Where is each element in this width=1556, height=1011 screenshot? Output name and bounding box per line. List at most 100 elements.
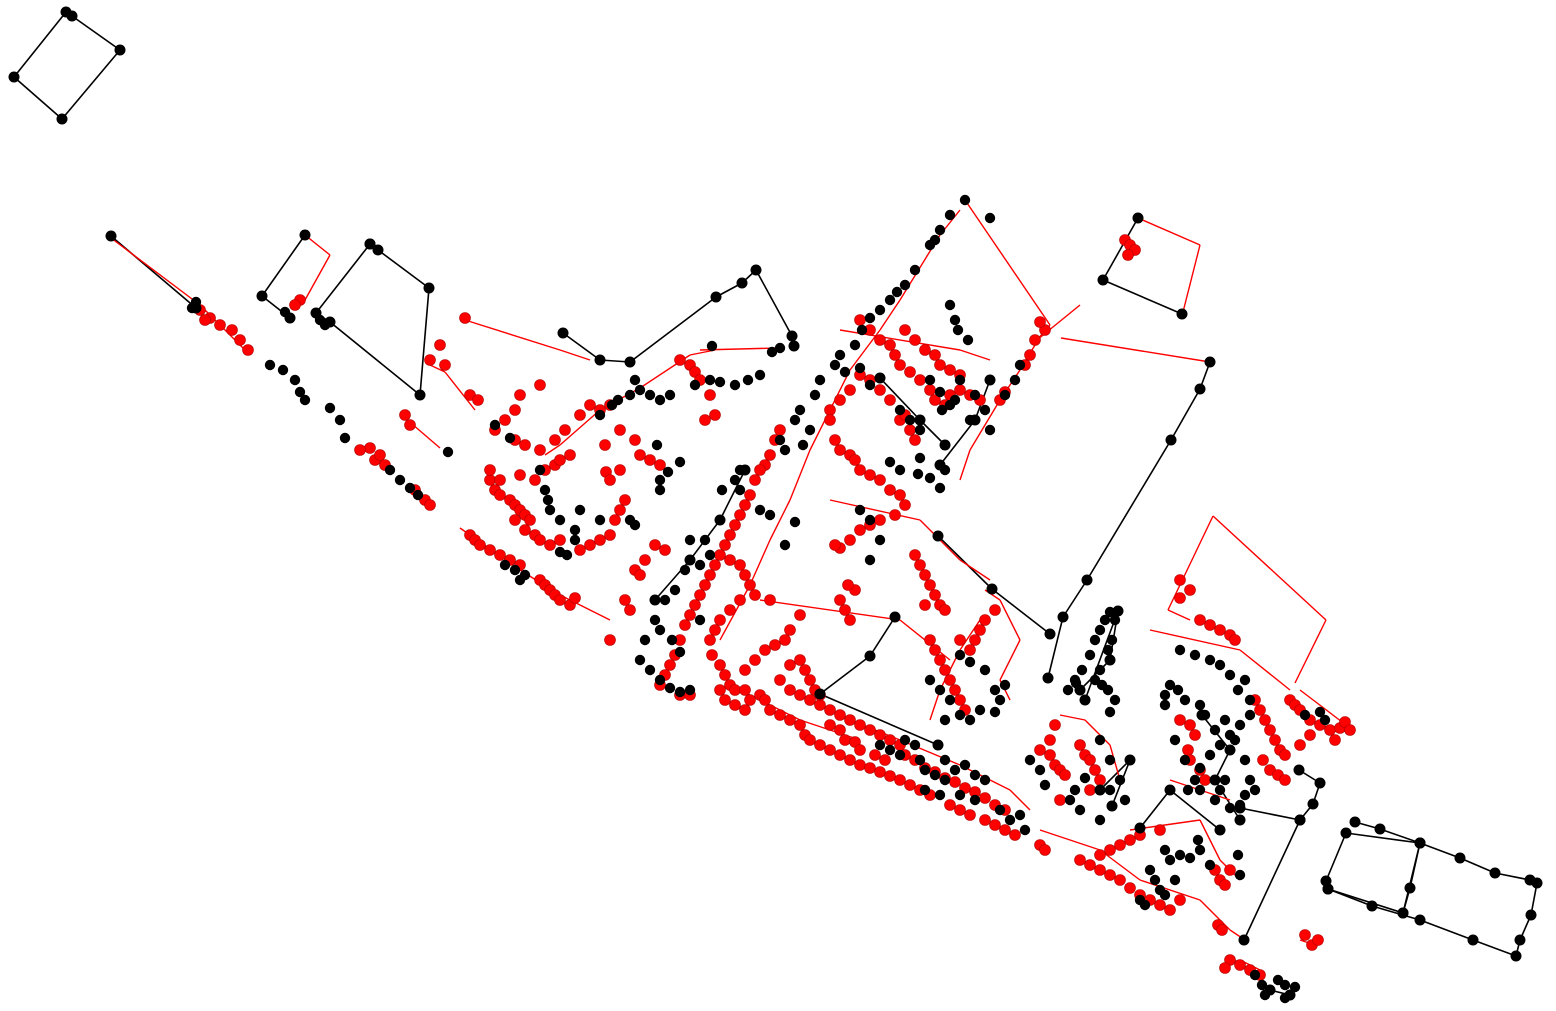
black-node bbox=[736, 277, 748, 289]
black-node bbox=[8, 71, 20, 83]
black-node bbox=[542, 494, 554, 506]
black-node bbox=[509, 564, 521, 576]
red-node bbox=[554, 454, 566, 466]
black-node bbox=[884, 294, 896, 306]
black-node bbox=[924, 674, 936, 686]
red-node bbox=[1164, 904, 1176, 916]
black-node bbox=[1089, 634, 1101, 646]
red-node bbox=[534, 534, 546, 546]
black-edge bbox=[879, 377, 921, 421]
red-node bbox=[614, 424, 626, 436]
black-node bbox=[1194, 762, 1206, 774]
black-node bbox=[1239, 789, 1251, 801]
black-node bbox=[919, 784, 931, 796]
red-edge bbox=[769, 499, 791, 541]
black-node bbox=[1062, 684, 1074, 696]
black-node bbox=[864, 514, 876, 526]
black-node bbox=[669, 584, 681, 596]
black-node bbox=[1159, 889, 1171, 901]
red-edge bbox=[829, 499, 921, 521]
red-node bbox=[634, 569, 646, 581]
red-node bbox=[914, 559, 926, 571]
red-node bbox=[844, 714, 856, 726]
black-node bbox=[999, 679, 1011, 691]
black-node bbox=[190, 296, 202, 308]
red-node bbox=[899, 324, 911, 336]
red-node bbox=[784, 659, 796, 671]
black-node bbox=[1199, 709, 1211, 721]
red-node bbox=[1219, 962, 1231, 974]
black-node bbox=[984, 374, 996, 386]
black-edge bbox=[1327, 888, 1373, 907]
red-node bbox=[509, 404, 521, 416]
red-node bbox=[1122, 249, 1134, 261]
black-node bbox=[779, 444, 791, 456]
red-node bbox=[1254, 704, 1266, 716]
red-node bbox=[884, 394, 896, 406]
red-node bbox=[1324, 724, 1336, 736]
red-node bbox=[494, 474, 506, 486]
red-node bbox=[609, 514, 621, 526]
red-node bbox=[1279, 774, 1291, 786]
black-node bbox=[1204, 654, 1216, 666]
red-node bbox=[869, 749, 881, 761]
black-node bbox=[1174, 644, 1186, 656]
black-node bbox=[554, 514, 566, 526]
red-edge bbox=[1199, 899, 1231, 931]
red-node bbox=[824, 404, 836, 416]
red-node bbox=[1264, 724, 1276, 736]
black-node bbox=[1214, 824, 1226, 836]
black-node bbox=[1510, 950, 1522, 962]
black-edge bbox=[1084, 610, 1119, 701]
red-node bbox=[694, 589, 706, 601]
black-node bbox=[442, 446, 454, 458]
black-node bbox=[1104, 606, 1116, 618]
black-node bbox=[944, 399, 956, 411]
black-node bbox=[654, 484, 666, 496]
black-node bbox=[939, 439, 951, 451]
black-edge bbox=[261, 234, 306, 297]
black-node bbox=[334, 414, 346, 426]
black-node bbox=[1219, 774, 1231, 786]
black-node bbox=[569, 534, 581, 546]
black-node bbox=[794, 404, 806, 416]
red-node bbox=[734, 594, 746, 606]
black-node bbox=[909, 739, 921, 751]
black-node bbox=[849, 339, 861, 351]
red-node bbox=[1184, 584, 1196, 596]
red-node bbox=[494, 489, 506, 501]
red-node bbox=[784, 714, 796, 726]
red-node bbox=[554, 594, 566, 606]
red-node bbox=[679, 619, 691, 631]
red-node bbox=[724, 604, 736, 616]
black-node bbox=[519, 569, 531, 581]
black-node bbox=[594, 409, 606, 421]
red-node bbox=[629, 434, 641, 446]
black-node bbox=[1289, 981, 1301, 993]
black-node bbox=[934, 684, 946, 696]
red-edge bbox=[959, 559, 991, 581]
black-node bbox=[914, 452, 926, 464]
red-node bbox=[904, 424, 916, 436]
black-node bbox=[909, 264, 921, 276]
red-node bbox=[799, 664, 811, 676]
black-node bbox=[734, 484, 746, 496]
black-node bbox=[1076, 664, 1088, 676]
black-node bbox=[774, 434, 786, 446]
black-node bbox=[899, 734, 911, 746]
black-node bbox=[999, 389, 1011, 401]
black-node bbox=[1489, 867, 1501, 879]
red-node bbox=[554, 534, 566, 546]
black-edge bbox=[919, 419, 946, 446]
red-node bbox=[639, 554, 651, 566]
black-node bbox=[1238, 934, 1250, 946]
red-node bbox=[894, 489, 906, 501]
red-node bbox=[1174, 592, 1186, 604]
red-node bbox=[729, 699, 741, 711]
red-node bbox=[439, 359, 451, 371]
red-node bbox=[714, 684, 726, 696]
black-node bbox=[534, 464, 546, 476]
red-node bbox=[979, 792, 991, 804]
red-node bbox=[794, 654, 806, 666]
black-node bbox=[1249, 969, 1261, 981]
